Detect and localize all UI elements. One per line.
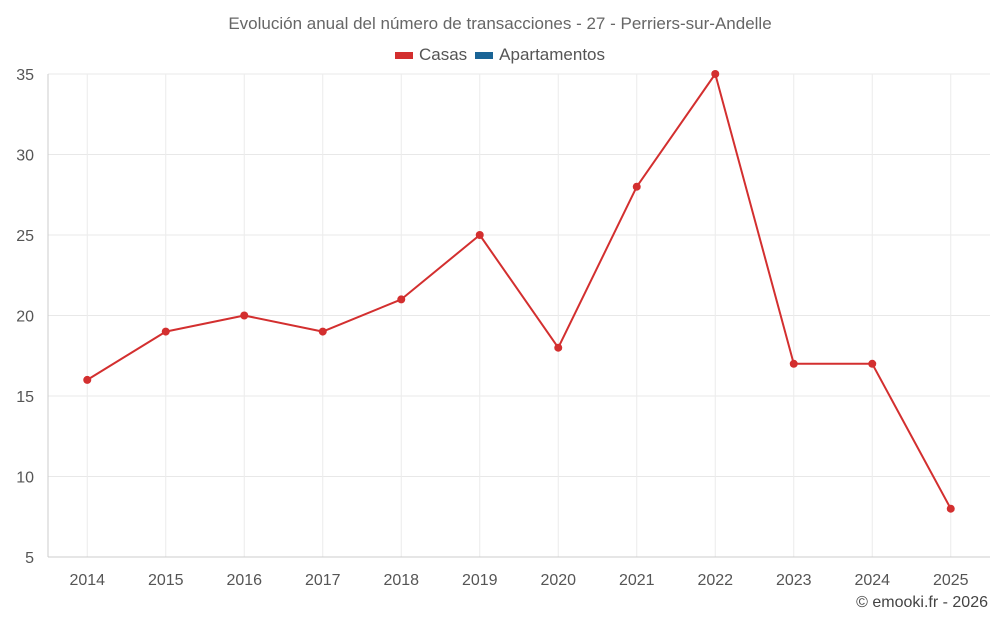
data-point-casas <box>868 359 877 368</box>
x-tick-label: 2014 <box>69 572 105 589</box>
y-tick-label: 5 <box>25 550 34 567</box>
x-tick-label: 2023 <box>776 572 812 589</box>
y-tick-label: 35 <box>16 67 34 84</box>
y-tick-label: 15 <box>16 389 34 406</box>
series-line-casas <box>86 73 952 510</box>
x-tick-label: 2021 <box>619 572 655 589</box>
x-tick-label: 2024 <box>854 572 890 589</box>
x-tick-label: 2022 <box>697 572 733 589</box>
legend-item-apartamentos[interactable]: Apartamentos <box>475 45 605 65</box>
data-point-casas <box>161 327 170 336</box>
legend-item-casas[interactable]: Casas <box>394 45 468 65</box>
chart-legend: Casas Apartamentos <box>0 45 1000 65</box>
legend-label-apartamentos: Apartamentos <box>499 45 606 64</box>
data-point-casas <box>240 311 249 320</box>
x-tick-label: 2025 <box>933 572 969 589</box>
data-point-casas <box>711 70 720 78</box>
x-tick-label: 2020 <box>540 572 576 589</box>
chart-title: Evolución anual del número de transaccio… <box>228 14 772 33</box>
x-tick-label: 2018 <box>383 572 419 589</box>
x-tick-label: 2015 <box>148 572 184 589</box>
x-tick-label: 2017 <box>305 572 341 589</box>
x-tick-label: 2019 <box>462 572 498 589</box>
data-point-casas <box>632 182 641 191</box>
x-tick-label: 2016 <box>226 572 262 589</box>
data-point-casas <box>397 295 406 304</box>
data-point-casas <box>475 231 484 239</box>
data-point-casas <box>318 327 327 336</box>
data-point-casas <box>946 504 955 513</box>
data-point-casas <box>554 343 563 352</box>
y-tick-label: 25 <box>16 228 34 245</box>
credit-text: © emooki.fr - 2026 <box>856 594 988 611</box>
legend-label-casas: Casas <box>418 45 468 64</box>
data-point-casas <box>789 359 798 368</box>
y-tick-label: 10 <box>16 470 34 487</box>
legend-swatch-casas <box>394 51 413 59</box>
legend-swatch-apartamentos <box>475 51 494 59</box>
data-point-casas <box>83 375 92 384</box>
y-tick-label: 20 <box>16 309 34 326</box>
y-tick-label: 30 <box>16 148 34 165</box>
